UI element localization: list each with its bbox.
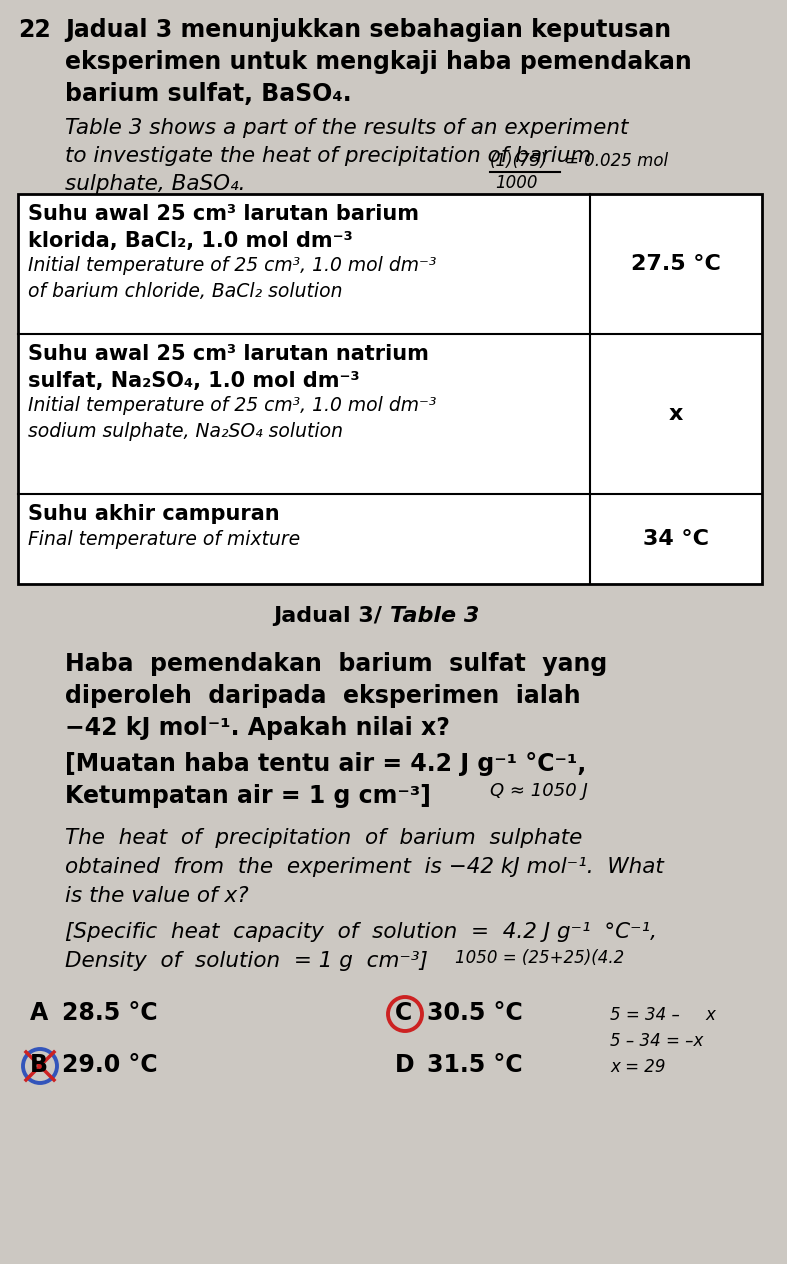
Text: 27.5 °C: 27.5 °C [631,254,721,274]
Text: 1000: 1000 [495,174,538,192]
Text: Jadual 3 menunjukkan sebahagian keputusan: Jadual 3 menunjukkan sebahagian keputusa… [65,18,671,42]
Text: Table 3: Table 3 [390,605,479,626]
Text: sulphate, BaSO₄.: sulphate, BaSO₄. [65,174,246,193]
Text: Haba  pemendakan  barium  sulfat  yang: Haba pemendakan barium sulfat yang [65,652,608,676]
Text: 5 – 34 = –x: 5 – 34 = –x [610,1031,704,1050]
Bar [18,193,762,584]
Text: Ketumpatan air = 1 g cm⁻³]: Ketumpatan air = 1 g cm⁻³] [65,784,430,808]
Text: = 0.025 mol: = 0.025 mol [565,152,668,169]
Text: −42 kJ mol⁻¹. Apakah nilai x?: −42 kJ mol⁻¹. Apakah nilai x? [65,715,450,739]
Text: Suhu akhir campuran: Suhu akhir campuran [28,504,279,525]
Text: Final temperature of mixture: Final temperature of mixture [28,530,300,549]
Text: 28.5 °C: 28.5 °C [62,1001,157,1025]
Text: D: D [395,1053,415,1077]
Text: to investigate the heat of precipitation of barium: to investigate the heat of precipitation… [65,147,592,166]
Text: x: x [705,1006,715,1024]
Text: Initial temperature of 25 cm³, 1.0 mol dm⁻³
of barium chloride, BaCl₂ solution: Initial temperature of 25 cm³, 1.0 mol d… [28,257,436,301]
Text: C: C [395,1001,412,1025]
Text: Table 3 shows a part of the results of an experiment: Table 3 shows a part of the results of a… [65,118,628,138]
Text: diperoleh  daripada  eksperimen  ialah: diperoleh daripada eksperimen ialah [65,684,581,708]
Text: 34 °C: 34 °C [643,530,709,549]
Text: 1050 = (25+25)(4.2: 1050 = (25+25)(4.2 [455,949,624,967]
Text: Q ≈ 1050 J: Q ≈ 1050 J [490,782,588,800]
Text: B: B [30,1053,48,1077]
Text: is the value of x?: is the value of x? [65,886,249,906]
Text: [Muatan haba tentu air = 4.2 J g⁻¹ °C⁻¹,: [Muatan haba tentu air = 4.2 J g⁻¹ °C⁻¹, [65,752,586,776]
Text: x = 29: x = 29 [610,1058,666,1076]
Text: A: A [30,1001,48,1025]
Text: Initial temperature of 25 cm³, 1.0 mol dm⁻³
sodium sulphate, Na₂SO₄ solution: Initial temperature of 25 cm³, 1.0 mol d… [28,396,436,441]
Text: x: x [669,404,683,423]
Text: [Specific  heat  capacity  of  solution  =  4.2 J g⁻¹  °C⁻¹,: [Specific heat capacity of solution = 4.… [65,921,657,942]
Text: eksperimen untuk mengkaji haba pemendakan: eksperimen untuk mengkaji haba pemendaka… [65,51,692,75]
Text: 31.5 °C: 31.5 °C [427,1053,523,1077]
Text: 29.0 °C: 29.0 °C [62,1053,157,1077]
Text: Suhu awal 25 cm³ larutan barium
klorida, BaCl₂, 1.0 mol dm⁻³: Suhu awal 25 cm³ larutan barium klorida,… [28,204,419,252]
Text: barium sulfat, BaSO₄.: barium sulfat, BaSO₄. [65,82,352,106]
Text: The  heat  of  precipitation  of  barium  sulphate: The heat of precipitation of barium sulp… [65,828,582,848]
Text: 22: 22 [18,18,50,42]
Text: 5 = 34 –: 5 = 34 – [610,1006,680,1024]
Text: (1)(75): (1)(75) [490,152,548,169]
Text: 30.5 °C: 30.5 °C [427,1001,523,1025]
Text: Jadual 3/: Jadual 3/ [273,605,390,626]
Text: Density  of  solution  = 1 g  cm⁻³]: Density of solution = 1 g cm⁻³] [65,951,428,971]
Text: Suhu awal 25 cm³ larutan natrium
sulfat, Na₂SO₄, 1.0 mol dm⁻³: Suhu awal 25 cm³ larutan natrium sulfat,… [28,344,429,391]
Text: obtained  from  the  experiment  is −42 kJ mol⁻¹.  What: obtained from the experiment is −42 kJ m… [65,857,663,877]
